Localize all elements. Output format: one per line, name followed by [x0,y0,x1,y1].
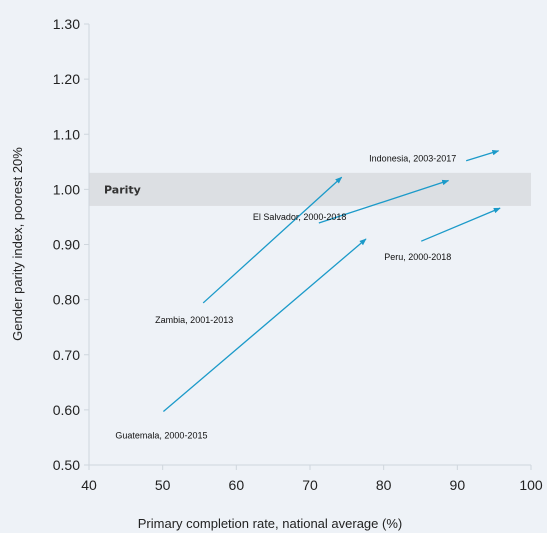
x-axis-title: Primary completion rate, national averag… [138,516,402,531]
x-tick-label: 70 [302,477,318,493]
y-tick-label: 1.30 [53,16,80,32]
series-label: El Salvador, 2000-2018 [253,212,347,222]
series-labels: Zambia, 2001-2013 Guatemala, 2000-2015 El … [115,154,456,441]
x-tick-label: 80 [376,477,392,493]
series-arrows [162,149,501,413]
x-tick-label: 90 [450,477,466,493]
x-axis-ticks: 40 50 60 70 80 90 100 [81,465,543,493]
parity-band-label: Parity [104,183,141,196]
x-tick-label: 40 [81,477,97,493]
series-label: Peru, 2000-2018 [384,252,451,262]
series-label: Guatemala, 2000-2015 [115,431,207,441]
x-tick-label: 50 [155,477,171,493]
x-tick-label: 60 [229,477,245,493]
y-tick-label: 0.60 [53,402,80,418]
series-arrow [465,149,500,162]
y-tick-label: 1.00 [53,181,80,197]
y-tick-label: 1.10 [53,126,80,142]
y-axis-ticks: 0.50 0.60 0.70 0.80 0.90 1.00 1.10 1.20 1.30 [53,16,89,473]
series-arrow [162,238,367,413]
series-arrow [202,176,343,304]
y-tick-label: 0.90 [53,237,80,253]
series-label: Zambia, 2001-2013 [155,315,233,325]
y-tick-label: 0.80 [53,292,80,308]
series-arrow [420,207,501,242]
parity-band [89,172,531,206]
y-axis-title: Gender parity index, poorest 20% [10,147,25,341]
x-tick-label: 100 [519,477,543,493]
y-tick-label: 0.70 [53,347,80,363]
series-arrow [318,179,450,224]
y-tick-label: 1.20 [53,71,80,87]
y-tick-label: 0.50 [53,457,80,473]
series-label: Indonesia, 2003-2017 [369,154,456,164]
